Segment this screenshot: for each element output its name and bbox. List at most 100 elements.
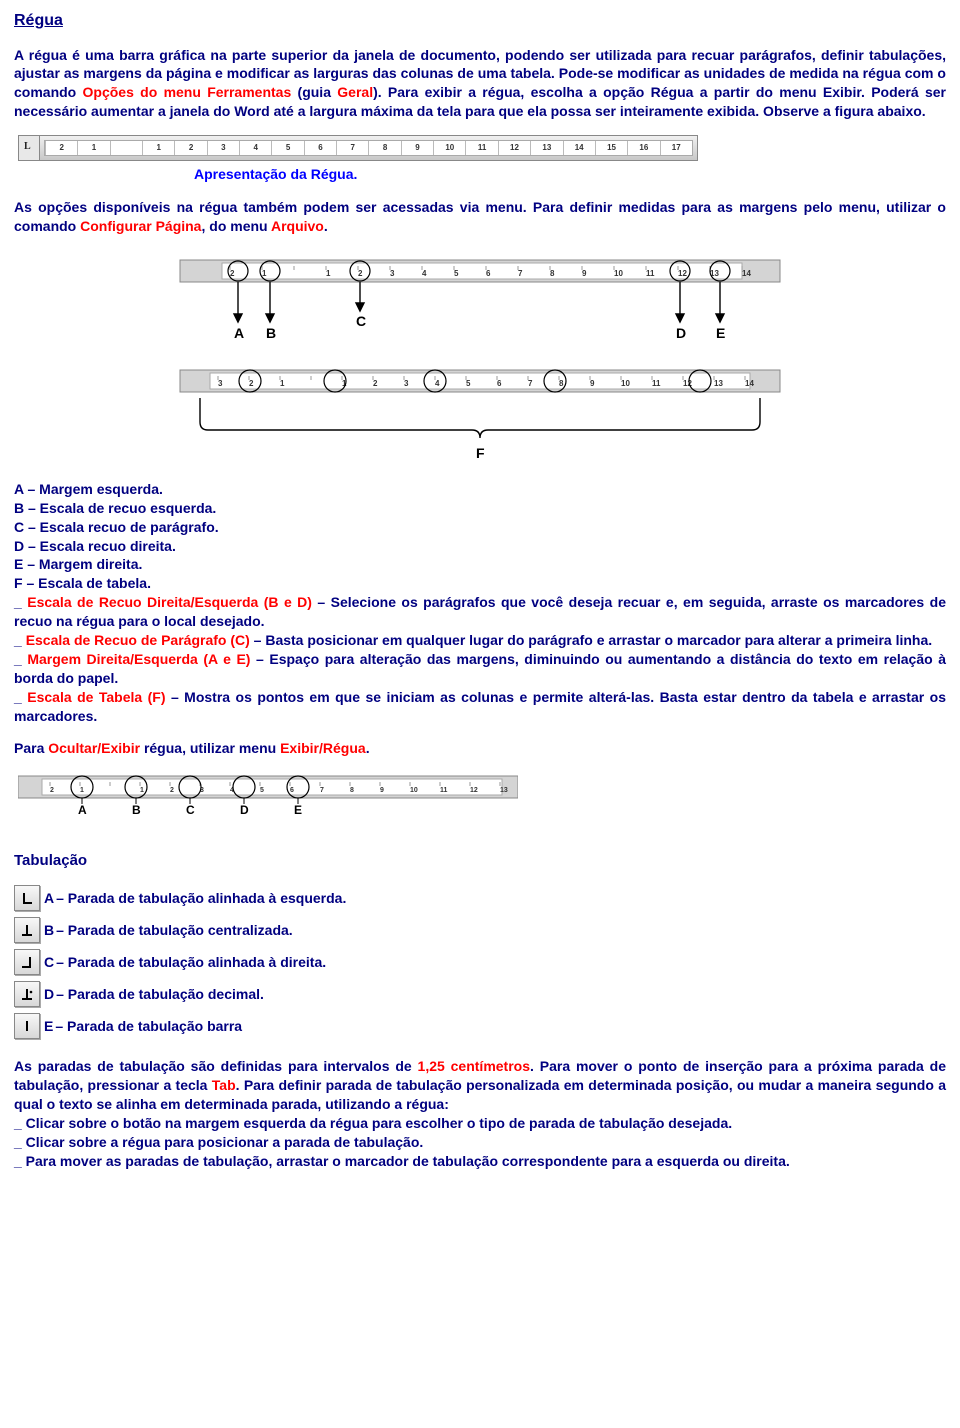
svg-text:C: C (356, 313, 366, 329)
svg-text:10: 10 (410, 787, 418, 794)
svg-text:11: 11 (646, 269, 655, 278)
svg-text:C: C (186, 803, 195, 817)
svg-text:D: D (676, 325, 686, 341)
svg-text:11: 11 (440, 787, 448, 794)
text-highlight: Escala de Recuo Direita/Esquerda (B e D) (27, 594, 312, 610)
svg-text:8: 8 (559, 379, 564, 388)
svg-text:7: 7 (320, 787, 324, 794)
svg-text:6: 6 (486, 269, 491, 278)
svg-text:3: 3 (404, 379, 409, 388)
tab-text: – Parada de tabulação alinhada à direita… (56, 953, 326, 972)
svg-text:5: 5 (466, 379, 471, 388)
tab-letter: C (44, 953, 54, 972)
svg-text:9: 9 (380, 787, 384, 794)
svg-text:8: 8 (550, 269, 555, 278)
ruler-figure: 211234567891011121314151617 (18, 135, 698, 161)
svg-text:1: 1 (280, 379, 285, 388)
legend-item: B – Escala de recuo esquerda. (14, 499, 946, 518)
text-highlight: Geral (337, 84, 373, 100)
svg-text:4: 4 (435, 379, 440, 388)
tab-letter: E (44, 1017, 53, 1036)
svg-text:10: 10 (621, 379, 630, 388)
svg-text:8: 8 (350, 787, 354, 794)
bullet: _ Clicar sobre o botão na margem esquerd… (14, 1114, 946, 1133)
tab-left-icon (14, 885, 40, 911)
tab-row-a: A – Parada de tabulação alinhada à esque… (14, 885, 946, 911)
svg-text:6: 6 (497, 379, 502, 388)
paragraph: As opções disponíveis na régua também po… (14, 198, 946, 236)
text-highlight: Margem Direita/Esquerda (A e E) (27, 651, 250, 667)
svg-text:B: B (266, 325, 276, 341)
tab-letter: D (44, 985, 54, 1004)
svg-text:2: 2 (50, 787, 54, 794)
desc-f: _ Escala de Tabela (F) – Mostra os ponto… (14, 688, 946, 726)
text: As paradas de tabulação são definidas pa… (14, 1058, 418, 1074)
svg-text:14: 14 (742, 269, 751, 278)
legend-item: A – Margem esquerda. (14, 480, 946, 499)
svg-text:D: D (240, 803, 249, 817)
intro-paragraph: A régua é uma barra gráfica na parte sup… (14, 46, 946, 122)
svg-text:2: 2 (249, 379, 254, 388)
tab-center-icon (14, 917, 40, 943)
text: . (366, 740, 370, 756)
desc-bd: _ Escala de Recuo Direita/Esquerda (B e … (14, 593, 946, 631)
tab-right-icon (14, 949, 40, 975)
page-title: Régua (14, 10, 946, 32)
tab-bar-icon (14, 1013, 40, 1039)
tab-letter: A (44, 889, 54, 908)
svg-text:5: 5 (260, 787, 264, 794)
text-highlight: Ocultar/Exibir (48, 740, 140, 756)
text-highlight: 1,25 centímetros (418, 1058, 530, 1074)
svg-text:2: 2 (373, 379, 378, 388)
tab-row-e: E – Parada de tabulação barra (14, 1013, 946, 1039)
bullet: _ Clicar sobre a régua para posicionar a… (14, 1133, 946, 1152)
paragraph: Para Ocultar/Exibir régua, utilizar menu… (14, 739, 946, 758)
tab-text: – Parada de tabulação decimal. (56, 985, 264, 1004)
text: régua, utilizar menu (140, 740, 280, 756)
svg-text:12: 12 (678, 269, 687, 278)
svg-text:9: 9 (582, 269, 587, 278)
svg-text:1: 1 (80, 787, 84, 794)
text: – Basta posicionar em qualquer lugar do … (250, 632, 932, 648)
text-highlight: Escala de Recuo de Parágrafo (C) (26, 632, 250, 648)
svg-text:7: 7 (528, 379, 533, 388)
svg-text:A: A (78, 803, 87, 817)
svg-text:13: 13 (714, 379, 723, 388)
svg-text:10: 10 (614, 269, 623, 278)
tab-row-d: D – Parada de tabulação decimal. (14, 981, 946, 1007)
svg-text:12: 12 (470, 787, 478, 794)
ruler-bar: 211234567891011121314151617 (18, 135, 698, 161)
svg-text:E: E (716, 325, 725, 341)
legend-item: E – Margem direita. (14, 555, 946, 574)
desc-ae: _ Margem Direita/Esquerda (A e E) – Espa… (14, 650, 946, 688)
figure-caption: Apresentação da Régua. (194, 165, 946, 184)
legend-item: C – Escala recuo de parágrafo. (14, 518, 946, 537)
svg-text:7: 7 (518, 269, 523, 278)
tab-row-b: B – Parada de tabulação centralizada. (14, 917, 946, 943)
tab-decimal-icon (14, 981, 40, 1007)
text-highlight: Arquivo (271, 218, 324, 234)
svg-text:1: 1 (262, 269, 267, 278)
svg-text:3: 3 (218, 379, 223, 388)
tab-letter: B (44, 921, 54, 940)
svg-text:13: 13 (500, 787, 508, 794)
svg-text:3: 3 (390, 269, 395, 278)
svg-text:F: F (476, 445, 485, 461)
tab-text: – Parada de tabulação barra (55, 1017, 242, 1036)
tab-ruler-figure: 211234567891011121314 A B C D E (18, 772, 946, 833)
bullet: _ Para mover as paradas de tabulação, ar… (14, 1152, 946, 1171)
tab-icon-list: A – Parada de tabulação alinhada à esque… (14, 885, 946, 1039)
svg-text:4: 4 (422, 269, 427, 278)
svg-text:1: 1 (326, 269, 331, 278)
legend-list: A – Margem esquerda. B – Escala de recuo… (14, 480, 946, 593)
text-highlight: Tab (212, 1077, 236, 1093)
text: Para (14, 740, 48, 756)
svg-text:2: 2 (170, 787, 174, 794)
paragraph: As paradas de tabulação são definidas pa… (14, 1057, 946, 1114)
svg-text:14: 14 (745, 379, 754, 388)
svg-text:B: B (132, 803, 141, 817)
tab-text: – Parada de tabulação centralizada. (56, 921, 293, 940)
svg-text:E: E (294, 803, 302, 817)
tab-text: – Parada de tabulação alinhada à esquerd… (56, 889, 346, 908)
svg-text:1: 1 (140, 787, 144, 794)
